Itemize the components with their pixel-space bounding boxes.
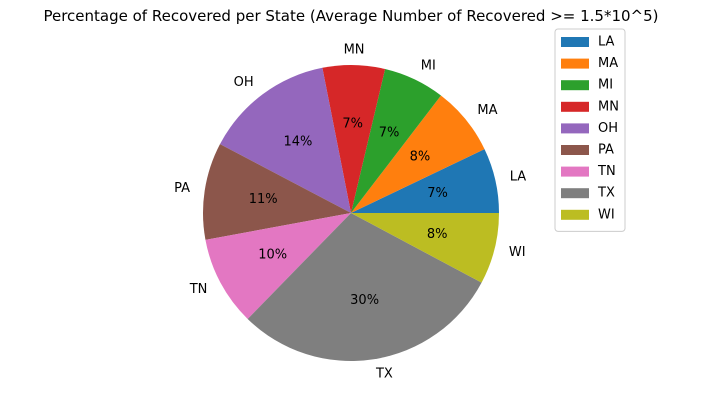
legend-swatch-tn bbox=[561, 166, 589, 177]
legend-swatch-wi bbox=[561, 209, 589, 220]
legend-label-wi: WI bbox=[598, 207, 615, 222]
legend-label-pa: PA bbox=[598, 143, 614, 158]
legend-label-oh: OH bbox=[598, 121, 618, 136]
pie-slice-pa bbox=[202, 144, 351, 240]
pie-slice-tx bbox=[247, 213, 482, 361]
slice-label-pa: PA bbox=[174, 181, 190, 196]
percent-label-tn: 10% bbox=[258, 247, 287, 262]
slice-label-mn: MN bbox=[344, 43, 365, 58]
pie-slice-ma bbox=[351, 95, 485, 213]
percent-label-pa: 11% bbox=[249, 192, 278, 207]
percent-labels: 7% 8% 7% 7% 14% 11% 10% 30% 8% bbox=[249, 117, 448, 309]
legend-label-tn: TN bbox=[597, 164, 616, 179]
percent-label-oh: 14% bbox=[283, 134, 312, 149]
legend-swatch-la bbox=[561, 37, 589, 47]
legend-label-mn: MN bbox=[598, 99, 619, 114]
legend-label-la: LA bbox=[598, 35, 615, 50]
percent-label-la: 7% bbox=[427, 186, 448, 201]
slice-label-tn: TN bbox=[189, 282, 208, 297]
legend-swatch-pa bbox=[561, 145, 589, 155]
percent-label-mn: 7% bbox=[342, 117, 363, 132]
slice-labels: LA MA MI MN OH PA TN TX WI bbox=[174, 43, 526, 382]
pie-slice-la bbox=[351, 149, 499, 213]
percent-label-ma: 8% bbox=[410, 150, 431, 165]
legend-swatch-oh bbox=[561, 123, 589, 134]
legend-swatch-tx bbox=[561, 188, 589, 199]
percent-label-tx: 30% bbox=[350, 293, 379, 308]
legend-swatch-mn bbox=[561, 101, 589, 112]
legend-swatch-ma bbox=[561, 58, 589, 69]
pie-slice-wi bbox=[351, 213, 499, 283]
slice-label-mi: MI bbox=[421, 58, 436, 73]
percent-label-wi: 8% bbox=[427, 227, 448, 242]
legend-frame bbox=[554, 28, 626, 232]
legend: LA MA MI MN OH PA TN TX WI bbox=[554, 28, 626, 232]
pie-slice-mn bbox=[322, 65, 386, 214]
slice-label-wi: WI bbox=[509, 245, 526, 260]
pie-slice-mi bbox=[351, 68, 441, 214]
slice-label-oh: OH bbox=[234, 75, 254, 90]
percent-label-mi: 7% bbox=[379, 125, 400, 140]
legend-label-tx: TX bbox=[597, 186, 615, 201]
chart-title: Percentage of Recovered per State (Avera… bbox=[43, 7, 658, 25]
pie-slices bbox=[202, 65, 499, 361]
slice-label-ma: MA bbox=[477, 103, 497, 118]
pie-slice-oh bbox=[219, 67, 351, 213]
slice-label-tx: TX bbox=[375, 366, 393, 381]
legend-label-ma: MA bbox=[598, 56, 618, 71]
slice-label-la: LA bbox=[510, 169, 527, 184]
pie-slice-tn bbox=[205, 213, 351, 319]
legend-label-mi: MI bbox=[598, 78, 613, 93]
legend-swatch-mi bbox=[561, 80, 589, 91]
